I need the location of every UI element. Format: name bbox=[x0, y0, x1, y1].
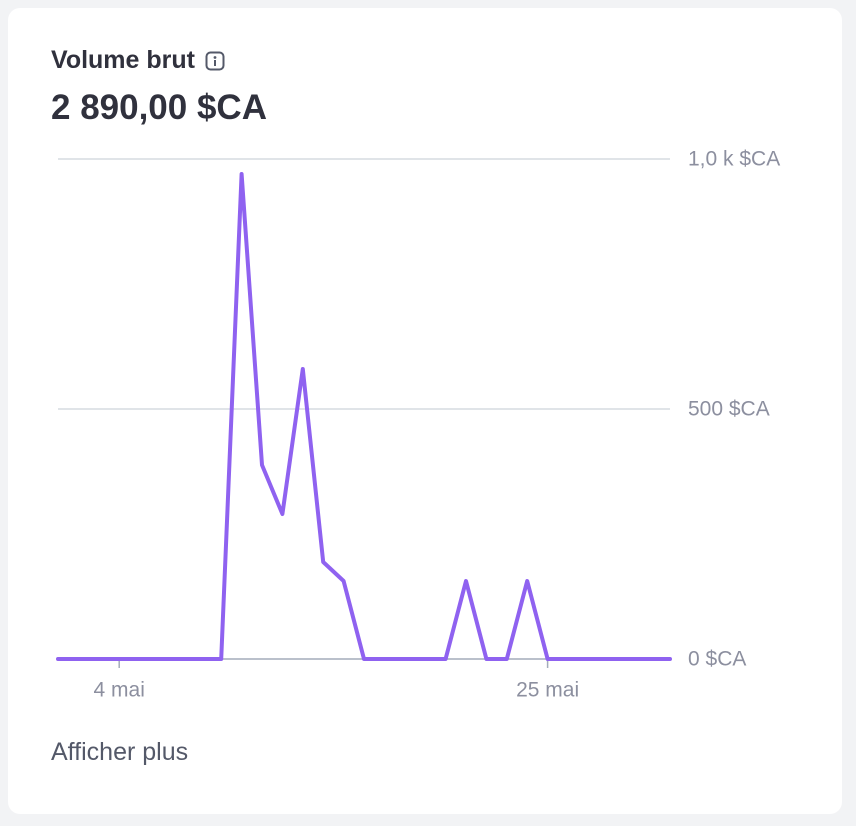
title: Volume brut bbox=[51, 46, 195, 74]
y-tick-label: 1,0 k $CA bbox=[688, 148, 780, 171]
x-tick-label: 25 mai bbox=[516, 679, 579, 702]
total: 2 890,00 $CA bbox=[51, 88, 267, 127]
card bbox=[8, 8, 842, 814]
line bbox=[56, 172, 672, 661]
show-more-link[interactable]: Afficher plus bbox=[51, 738, 189, 766]
title-row: Volume brut bbox=[51, 46, 225, 75]
y-tick-label: 500 $CA bbox=[688, 398, 770, 421]
y-tick-label: 0 $CA bbox=[688, 648, 746, 671]
info-icon[interactable] bbox=[205, 51, 225, 71]
x-tick-label: 4 mai bbox=[94, 679, 145, 702]
